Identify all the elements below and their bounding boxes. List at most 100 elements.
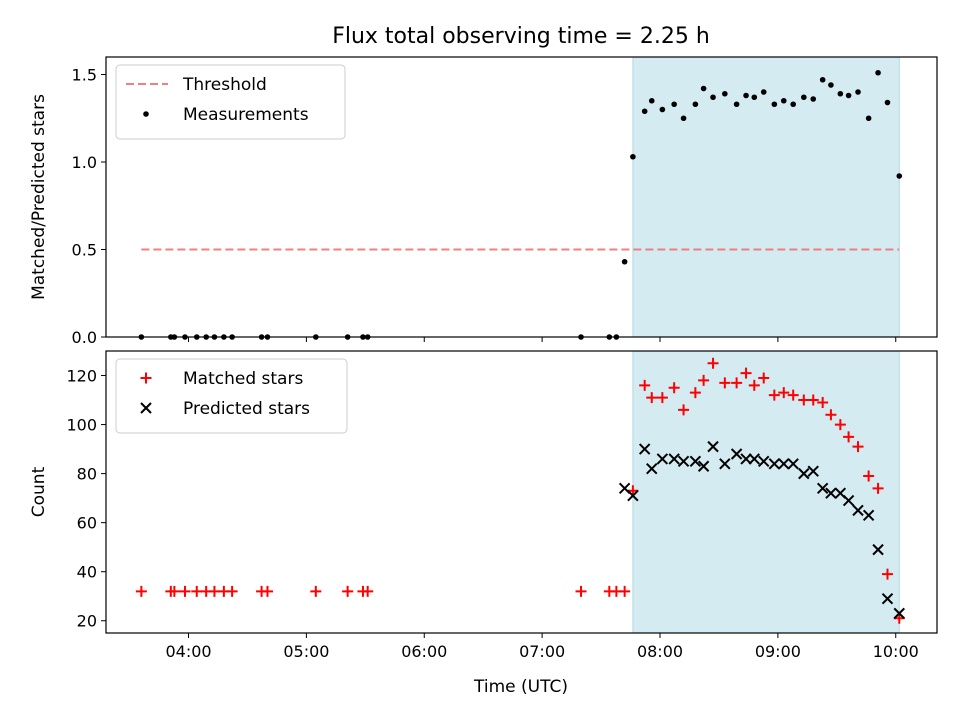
axes-frame (105, 350, 938, 634)
y-tick-label: 80 (77, 465, 97, 484)
point-matched-stars (863, 470, 875, 482)
point-matched-stars (668, 382, 680, 394)
point-predicted-stars (862, 509, 875, 522)
point-measurements (884, 99, 891, 106)
point-matched-stars (758, 372, 770, 384)
point-matched-stars (843, 431, 855, 443)
point-matched-stars (639, 379, 651, 391)
point-matched-stars (778, 387, 790, 399)
point-predicted-stars (638, 443, 651, 455)
point-measurements (648, 97, 655, 104)
point-measurements (621, 258, 628, 265)
point-predicted-stars (719, 458, 731, 470)
point-matched-stars (310, 585, 322, 597)
point-matched-stars (852, 441, 864, 453)
count-panel: 04:00 05:00 06:00 07:00 08:00 09:00 10:00 20 40 6… (29, 350, 938, 661)
point-matched-stars (817, 396, 829, 408)
point-matched-stars (707, 357, 719, 369)
point-matched-stars (698, 374, 710, 386)
y-tick-label: 120 (66, 367, 97, 386)
point-matched-stars (872, 482, 884, 494)
point-measurements (692, 101, 699, 108)
point-matched-stars (619, 585, 631, 597)
point-predicted-stars (707, 440, 719, 453)
point-measurements (743, 92, 749, 99)
point-predicted-stars (627, 489, 639, 502)
point-matched-stars (575, 585, 587, 597)
x-tick-label: 05:00 (283, 642, 329, 661)
highlight-span (632, 56, 900, 338)
point-measurements (722, 90, 728, 97)
legend-label: Threshold (182, 75, 267, 95)
point-predicted-stars (697, 460, 710, 472)
point-measurements (733, 101, 740, 108)
point-measurements (710, 94, 716, 101)
x-tick-label: 06:00 (401, 642, 447, 661)
point-matched-stars (135, 585, 147, 597)
legend-matched-swatch (140, 372, 152, 384)
y-axis-label: Count (29, 466, 49, 517)
point-predicted-stars (748, 453, 761, 465)
legend-box (115, 64, 346, 140)
point-predicted-stars (758, 455, 770, 468)
point-matched-stars (261, 585, 273, 597)
point-predicted-stars (881, 592, 894, 605)
x-tick-label: 08:00 (637, 642, 683, 661)
point-matched-stars (168, 585, 180, 597)
x-tick-label: 07:00 (519, 642, 565, 661)
point-predicted-stars (787, 458, 799, 470)
point-matched-stars (362, 585, 374, 597)
point-predicted-stars (689, 455, 702, 468)
point-measurements (819, 76, 826, 83)
point-measurements (875, 69, 881, 76)
point-measurements (751, 94, 758, 101)
point-matched-stars (689, 387, 701, 399)
point-predicted-stars (852, 504, 864, 517)
y-tick-label: 100 (66, 416, 97, 435)
y-tick-label: 20 (77, 612, 97, 631)
chart-title: Flux total observing time = 2.25 h (332, 24, 710, 49)
point-predicted-stars (816, 482, 829, 495)
point-measurements (810, 96, 817, 102)
y-tick-label: 0.5 (72, 241, 97, 260)
highlight-span (632, 350, 900, 634)
point-measurements (700, 85, 707, 92)
x-tick-label: 10:00 (873, 642, 919, 661)
point-measurements (865, 115, 872, 122)
point-predicted-stars (778, 458, 790, 470)
point-measurements (641, 108, 648, 115)
point-predicted-stars (768, 458, 781, 470)
point-matched-stars (881, 568, 893, 580)
y-tick-label: 1.0 (72, 153, 97, 172)
point-matched-stars (768, 389, 780, 401)
point-matched-stars (191, 585, 203, 597)
x-axis-label: Time (UTC) (473, 677, 568, 697)
point-matched-stars (656, 392, 668, 404)
point-measurements (780, 97, 787, 104)
point-predicted-stars (740, 453, 752, 465)
point-matched-stars (748, 379, 760, 391)
point-measurements (760, 89, 767, 95)
y-tick-label: 40 (77, 563, 97, 582)
point-predicted-stars (825, 487, 837, 499)
legend-label: Matched stars (183, 369, 303, 389)
legend-measurements-swatch (143, 111, 149, 117)
legend-label: Measurements (183, 105, 309, 125)
point-predicted-stars (668, 453, 680, 465)
point-matched-stars (342, 585, 354, 597)
legend-predicted-swatch (140, 402, 152, 414)
y-tick-label: 60 (77, 514, 97, 533)
point-matched-stars (731, 377, 743, 389)
legend: Threshold Measurements (115, 64, 346, 140)
legend: Matched stars Predicted stars (115, 358, 348, 434)
point-matched-stars (825, 409, 837, 421)
point-measurements (828, 82, 834, 88)
point-matched-stars (807, 394, 819, 406)
point-predicted-stars (677, 455, 690, 468)
point-predicted-stars (730, 448, 743, 460)
point-matched-stars (678, 404, 690, 416)
x-tick-label: 04:00 (165, 642, 211, 661)
y-tick-label: 0.0 (72, 328, 97, 347)
point-measurements (671, 101, 677, 108)
point-matched-stars (834, 419, 846, 431)
